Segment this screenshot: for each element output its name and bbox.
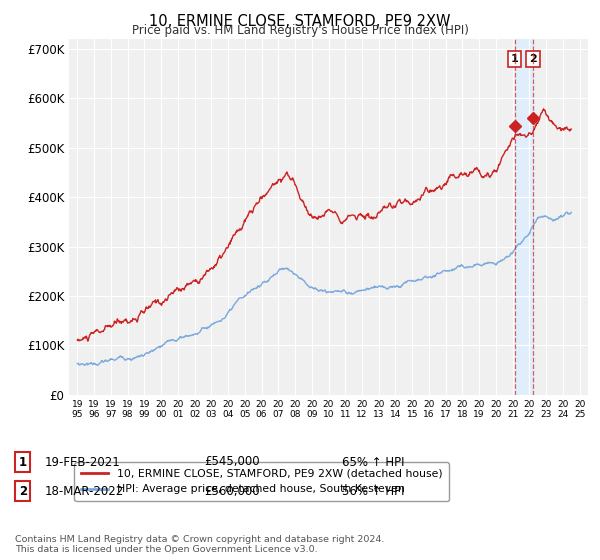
Text: 56% ↑ HPI: 56% ↑ HPI (342, 484, 404, 498)
Text: £545,000: £545,000 (204, 455, 260, 469)
Text: 1: 1 (19, 455, 27, 469)
Text: 1: 1 (511, 54, 518, 64)
Text: Contains HM Land Registry data © Crown copyright and database right 2024.
This d: Contains HM Land Registry data © Crown c… (15, 535, 385, 554)
Text: 18-MAR-2022: 18-MAR-2022 (45, 484, 124, 498)
Text: Price paid vs. HM Land Registry's House Price Index (HPI): Price paid vs. HM Land Registry's House … (131, 24, 469, 37)
Text: 2: 2 (19, 484, 27, 498)
Text: 10, ERMINE CLOSE, STAMFORD, PE9 2XW: 10, ERMINE CLOSE, STAMFORD, PE9 2XW (149, 14, 451, 29)
Text: £560,000: £560,000 (204, 484, 260, 498)
Legend: 10, ERMINE CLOSE, STAMFORD, PE9 2XW (detached house), HPI: Average price, detach: 10, ERMINE CLOSE, STAMFORD, PE9 2XW (det… (74, 463, 449, 501)
Text: 2: 2 (529, 54, 537, 64)
Bar (515, 39, 533, 395)
Text: 65% ↑ HPI: 65% ↑ HPI (342, 455, 404, 469)
Text: 19-FEB-2021: 19-FEB-2021 (45, 455, 121, 469)
